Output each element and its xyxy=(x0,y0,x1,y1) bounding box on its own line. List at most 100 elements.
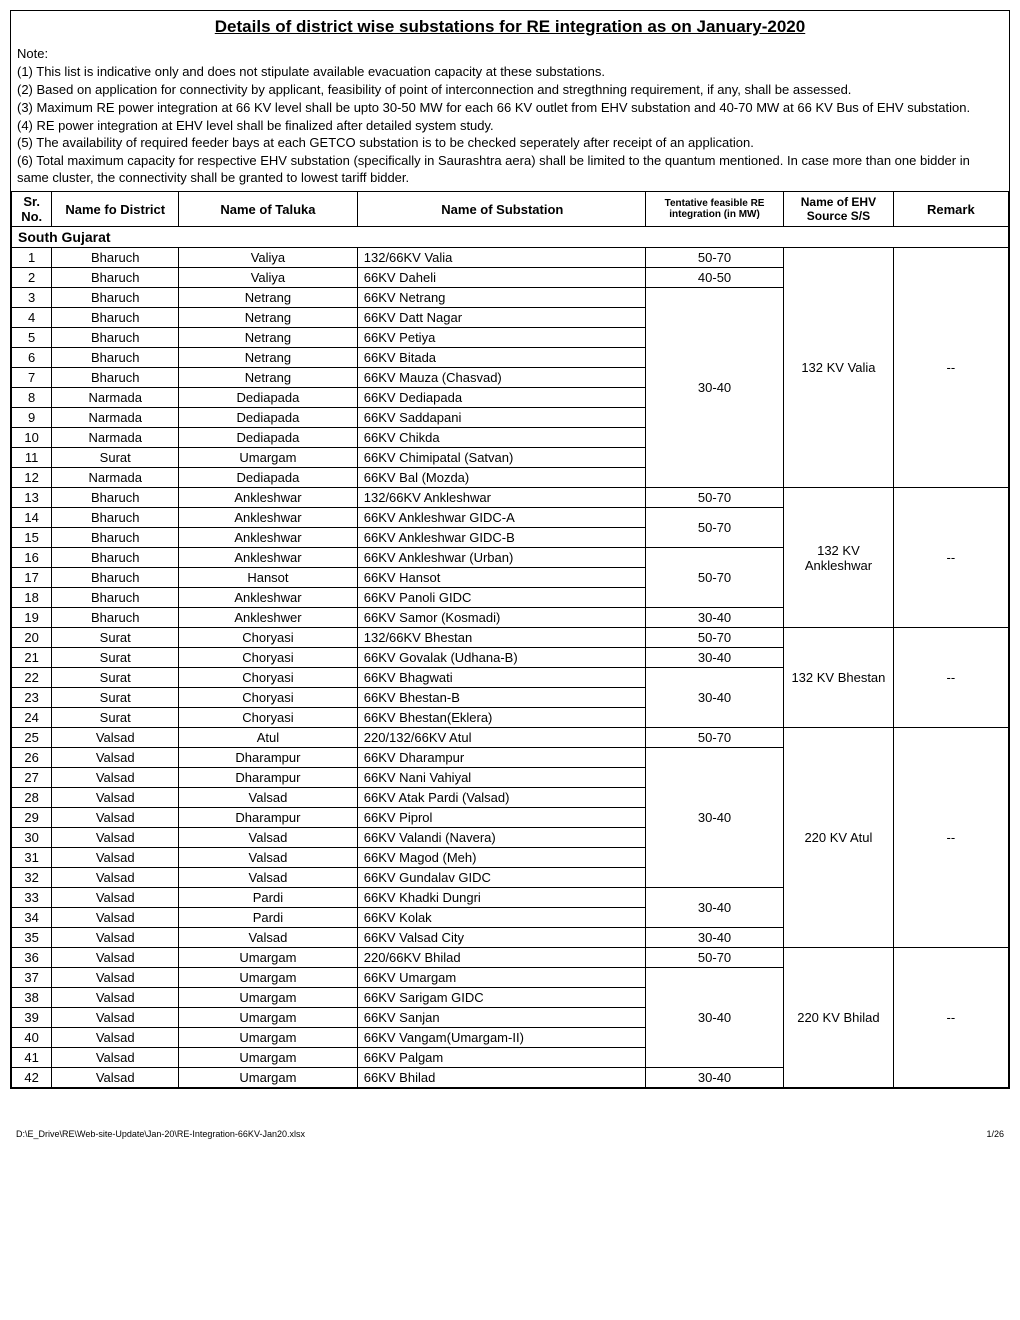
cell-taluka: Ankleshwar xyxy=(179,588,358,608)
cell-sr: 24 xyxy=(12,708,52,728)
cell-district: Bharuch xyxy=(52,368,179,388)
cell-substation: 66KV Dediapada xyxy=(357,388,645,408)
cell-substation: 66KV Atak Pardi (Valsad) xyxy=(357,788,645,808)
cell-district: Bharuch xyxy=(52,328,179,348)
notes-section: Note: (1) This list is indicative only a… xyxy=(11,43,1009,191)
cell-taluka: Pardi xyxy=(179,888,358,908)
cell-substation: 66KV Piprol xyxy=(357,808,645,828)
table-row: 25ValsadAtul220/132/66KV Atul50-70220 KV… xyxy=(12,728,1009,748)
cell-district: Valsad xyxy=(52,748,179,768)
cell-substation: 66KV Bal (Mozda) xyxy=(357,468,645,488)
cell-sr: 33 xyxy=(12,888,52,908)
cell-taluka: Ankleshwar xyxy=(179,528,358,548)
cell-sr: 15 xyxy=(12,528,52,548)
footer-path: D:\E_Drive\RE\Web-site-Update\Jan-20\RE-… xyxy=(16,1129,305,1139)
cell-taluka: Ankleshwar xyxy=(179,508,358,528)
cell-re: 30-40 xyxy=(645,608,783,628)
cell-re: 40-50 xyxy=(645,268,783,288)
cell-taluka: Choryasi xyxy=(179,688,358,708)
header-district: Name fo District xyxy=(52,192,179,227)
cell-substation: 66KV Bhagwati xyxy=(357,668,645,688)
cell-sr: 18 xyxy=(12,588,52,608)
cell-sr: 21 xyxy=(12,648,52,668)
cell-substation: 66KV Valsad City xyxy=(357,928,645,948)
cell-sr: 29 xyxy=(12,808,52,828)
cell-taluka: Choryasi xyxy=(179,668,358,688)
cell-taluka: Valsad xyxy=(179,928,358,948)
cell-re: 50-70 xyxy=(645,948,783,968)
cell-source: 220 KV Atul xyxy=(784,728,893,948)
cell-substation: 66KV Valandi (Navera) xyxy=(357,828,645,848)
cell-taluka: Umargam xyxy=(179,448,358,468)
cell-substation: 66KV Petiya xyxy=(357,328,645,348)
cell-district: Bharuch xyxy=(52,568,179,588)
cell-substation: 66KV Panoli GIDC xyxy=(357,588,645,608)
cell-district: Valsad xyxy=(52,848,179,868)
note-line: (1) This list is indicative only and doe… xyxy=(17,64,1003,81)
cell-sr: 6 xyxy=(12,348,52,368)
cell-sr: 31 xyxy=(12,848,52,868)
header-taluka: Name of Taluka xyxy=(179,192,358,227)
cell-district: Bharuch xyxy=(52,528,179,548)
cell-substation: 66KV Nani Vahiyal xyxy=(357,768,645,788)
cell-taluka: Umargam xyxy=(179,1048,358,1068)
cell-taluka: Atul xyxy=(179,728,358,748)
cell-substation: 66KV Ankleshwar GIDC-B xyxy=(357,528,645,548)
cell-sr: 27 xyxy=(12,768,52,788)
cell-district: Surat xyxy=(52,648,179,668)
cell-taluka: Umargam xyxy=(179,988,358,1008)
cell-re: 30-40 xyxy=(645,668,783,728)
cell-taluka: Netrang xyxy=(179,348,358,368)
cell-district: Surat xyxy=(52,708,179,728)
cell-sr: 25 xyxy=(12,728,52,748)
cell-sr: 11 xyxy=(12,448,52,468)
cell-district: Valsad xyxy=(52,988,179,1008)
cell-taluka: Netrang xyxy=(179,288,358,308)
notes-label: Note: xyxy=(17,46,1003,63)
cell-re: 50-70 xyxy=(645,488,783,508)
cell-substation: 220/132/66KV Atul xyxy=(357,728,645,748)
cell-sr: 19 xyxy=(12,608,52,628)
cell-taluka: Dharampur xyxy=(179,748,358,768)
section-header-row: South Gujarat xyxy=(12,227,1009,248)
cell-district: Valsad xyxy=(52,1068,179,1088)
cell-remark: -- xyxy=(893,488,1008,628)
cell-sr: 40 xyxy=(12,1028,52,1048)
cell-re: 50-70 xyxy=(645,548,783,608)
header-source: Name of EHV Source S/S xyxy=(784,192,893,227)
cell-district: Valsad xyxy=(52,1048,179,1068)
cell-district: Valsad xyxy=(52,828,179,848)
substation-table: Sr. No. Name fo District Name of Taluka … xyxy=(11,191,1009,1088)
cell-substation: 66KV Sarigam GIDC xyxy=(357,988,645,1008)
cell-district: Valsad xyxy=(52,888,179,908)
cell-sr: 2 xyxy=(12,268,52,288)
cell-substation: 66KV Daheli xyxy=(357,268,645,288)
cell-district: Valsad xyxy=(52,768,179,788)
cell-sr: 12 xyxy=(12,468,52,488)
cell-taluka: Valsad xyxy=(179,828,358,848)
cell-sr: 36 xyxy=(12,948,52,968)
cell-substation: 66KV Sanjan xyxy=(357,1008,645,1028)
cell-district: Narmada xyxy=(52,468,179,488)
cell-sr: 34 xyxy=(12,908,52,928)
cell-substation: 66KV Gundalav GIDC xyxy=(357,868,645,888)
cell-district: Surat xyxy=(52,688,179,708)
cell-substation: 66KV Ankleshwar GIDC-A xyxy=(357,508,645,528)
cell-district: Bharuch xyxy=(52,608,179,628)
cell-source: 132 KV Bhestan xyxy=(784,628,893,728)
cell-source: 132 KV Valia xyxy=(784,248,893,488)
cell-district: Surat xyxy=(52,668,179,688)
cell-substation: 66KV Palgam xyxy=(357,1048,645,1068)
footer-page: 1/26 xyxy=(986,1129,1004,1139)
cell-re: 30-40 xyxy=(645,968,783,1068)
cell-taluka: Valsad xyxy=(179,788,358,808)
document-container: Details of district wise substations for… xyxy=(10,10,1010,1089)
cell-district: Valsad xyxy=(52,868,179,888)
cell-substation: 66KV Bhilad xyxy=(357,1068,645,1088)
cell-taluka: Choryasi xyxy=(179,648,358,668)
cell-substation: 66KV Chimipatal (Satvan) xyxy=(357,448,645,468)
table-row: 36ValsadUmargam220/66KV Bhilad50-70220 K… xyxy=(12,948,1009,968)
cell-re: 50-70 xyxy=(645,628,783,648)
header-remark: Remark xyxy=(893,192,1008,227)
cell-re: 30-40 xyxy=(645,748,783,888)
